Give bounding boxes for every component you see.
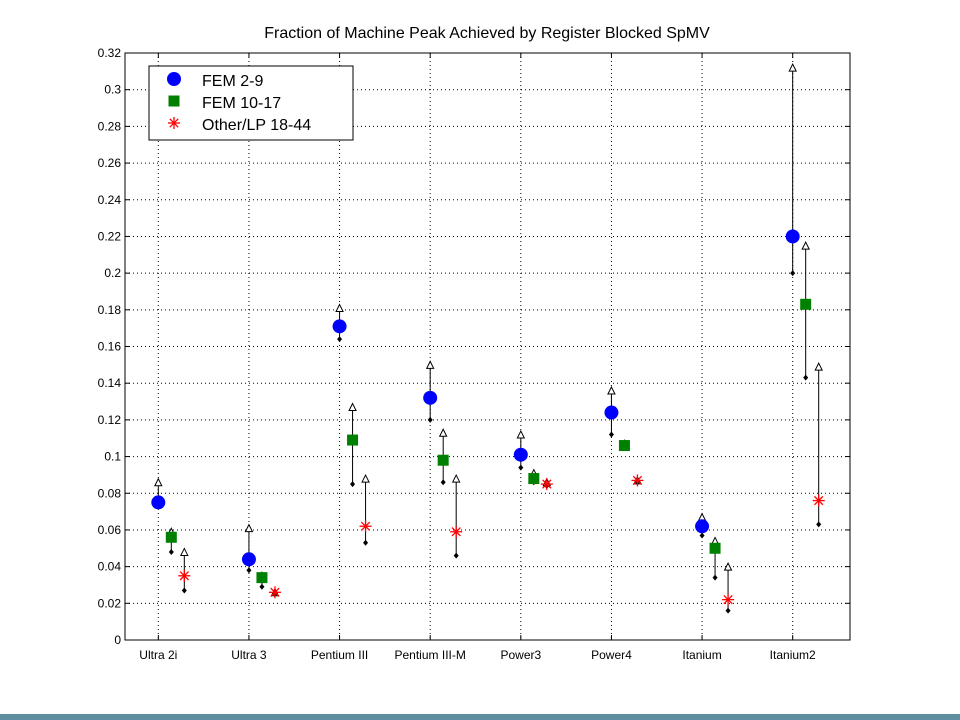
range-low-marker bbox=[246, 567, 252, 574]
y-tick-label: 0.26 bbox=[98, 156, 122, 170]
data-point-other-lp-18-44-itanium bbox=[722, 593, 735, 606]
legend-label-fem-2-9: FEM 2-9 bbox=[202, 73, 263, 90]
data-point-fem-10-17-ultra-2i bbox=[165, 531, 177, 543]
x-tick-label-power4: Power4 bbox=[591, 648, 632, 662]
range-low-marker bbox=[699, 532, 705, 539]
range-high-marker bbox=[244, 523, 254, 533]
legend-label-other-lp: Other/LP 18-44 bbox=[202, 117, 311, 134]
y-tick-label: 0.16 bbox=[98, 340, 122, 354]
legend-marker-fem-10-17 bbox=[168, 95, 180, 107]
range-low-marker bbox=[790, 270, 796, 277]
series-fem-2-9 bbox=[151, 63, 800, 574]
x-tick-label-ultra-3: Ultra 3 bbox=[231, 648, 267, 662]
range-low-marker bbox=[363, 539, 369, 546]
y-tick-label: 0.28 bbox=[98, 119, 122, 133]
range-low-marker bbox=[803, 374, 809, 381]
data-point-fem-10-17-pentium-iii-m bbox=[437, 454, 449, 466]
x-tick-label-pentium-iii-m: Pentium III-M bbox=[395, 648, 466, 662]
x-tick-label-ultra-2i: Ultra 2i bbox=[139, 648, 177, 662]
range-low-marker bbox=[816, 521, 822, 528]
data-point-other-lp-18-44-itanium2 bbox=[812, 494, 825, 507]
legend-label-fem-10-17: FEM 10-17 bbox=[202, 95, 281, 112]
series-other-lp-18-44 bbox=[178, 362, 825, 614]
range-high-marker bbox=[361, 473, 370, 483]
data-point-fem-10-17-power3 bbox=[528, 473, 540, 485]
data-point-fem-10-17-itanium2 bbox=[800, 298, 812, 310]
range-high-marker bbox=[425, 360, 435, 369]
range-high-marker bbox=[607, 385, 616, 395]
data-point-fem-10-17-itanium bbox=[709, 542, 721, 554]
range-low-marker bbox=[725, 607, 731, 614]
range-low-marker bbox=[168, 548, 174, 555]
range-low-marker bbox=[427, 416, 433, 423]
range-low-marker bbox=[608, 431, 614, 438]
range-low-marker bbox=[712, 574, 718, 581]
range-high-marker bbox=[348, 402, 357, 412]
data-point-fem-10-17-pentium-iii bbox=[347, 434, 359, 446]
data-point-fem-2-9-power3 bbox=[513, 447, 528, 462]
data-point-other-lp-18-44-power3 bbox=[540, 478, 553, 491]
range-high-marker bbox=[723, 562, 733, 571]
y-tick-label: 0.2 bbox=[104, 266, 121, 280]
data-point-fem-2-9-ultra-3 bbox=[241, 552, 256, 567]
y-tick-label: 0.04 bbox=[98, 560, 122, 574]
data-point-other-lp-18-44-ultra-3 bbox=[268, 586, 281, 599]
range-low-marker bbox=[259, 583, 265, 590]
x-tick-label-pentium-iii: Pentium III bbox=[311, 648, 368, 662]
range-low-marker bbox=[440, 479, 446, 486]
y-tick-label: 0.02 bbox=[98, 596, 122, 610]
data-point-fem-2-9-pentium-iii bbox=[332, 319, 347, 334]
series-fem-10-17 bbox=[165, 240, 812, 590]
range-low-marker bbox=[350, 481, 356, 488]
legend-marker-other-lp-18-44 bbox=[168, 117, 180, 129]
range-low-marker bbox=[181, 587, 187, 594]
range-high-marker bbox=[438, 428, 448, 437]
y-tick-label: 0.12 bbox=[98, 413, 122, 427]
range-low-marker bbox=[453, 552, 459, 559]
x-tick-label-itanium: Itanium bbox=[682, 648, 721, 662]
data-point-other-lp-18-44-pentium-iii-m bbox=[450, 525, 463, 538]
range-high-marker bbox=[335, 303, 344, 312]
data-point-fem-2-9-pentium-iii-m bbox=[423, 390, 438, 405]
data-point-other-lp-18-44-pentium-iii bbox=[359, 520, 372, 533]
data-point-other-lp-18-44-power4 bbox=[631, 474, 644, 487]
y-tick-label: 0.22 bbox=[98, 229, 122, 243]
data-point-fem-10-17-ultra-3 bbox=[256, 572, 268, 584]
data-layer bbox=[151, 63, 825, 614]
data-point-other-lp-18-44-ultra-2i bbox=[178, 569, 191, 582]
axis-ticks: 0 0.02 0.04 0.06 0.08 0.1 0.12 0.14 0.16 0.18 0.2 0… bbox=[98, 46, 850, 662]
bottom-border bbox=[0, 714, 960, 720]
x-tick-label-power3: Power3 bbox=[500, 648, 541, 662]
y-tick-label: 0.24 bbox=[98, 193, 122, 207]
range-high-marker bbox=[180, 547, 189, 556]
legend-box bbox=[148, 65, 354, 141]
range-low-marker bbox=[518, 464, 524, 471]
y-tick-label: 0.14 bbox=[98, 376, 122, 390]
legend-marker-fem-2-9 bbox=[167, 72, 181, 86]
range-high-marker bbox=[154, 477, 163, 487]
range-high-marker bbox=[788, 63, 797, 72]
range-high-marker bbox=[801, 240, 810, 250]
y-tick-label: 0.32 bbox=[98, 46, 122, 60]
data-point-fem-2-9-itanium bbox=[695, 519, 710, 534]
y-tick-label: 0.06 bbox=[98, 523, 122, 537]
data-point-fem-10-17-power4 bbox=[618, 440, 630, 452]
x-tick-label-itanium2: Itanium2 bbox=[770, 648, 816, 662]
y-tick-label: 0.18 bbox=[98, 303, 122, 317]
y-tick-label: 0.3 bbox=[104, 83, 121, 97]
range-high-marker bbox=[516, 429, 526, 439]
y-tick-label: 0.1 bbox=[104, 450, 121, 464]
chart-title: Fraction of Machine Peak Achieved by Reg… bbox=[264, 25, 710, 42]
y-tick-label: 0 bbox=[114, 633, 121, 647]
legend: FEM 2-9 FEM 10-17 Other/LP 18-44 bbox=[148, 65, 354, 141]
data-point-fem-2-9-ultra-2i bbox=[151, 495, 166, 510]
data-point-fem-2-9-itanium2 bbox=[785, 229, 800, 244]
y-tick-label: 0.08 bbox=[98, 486, 122, 500]
range-low-marker bbox=[337, 336, 343, 343]
data-point-fem-2-9-power4 bbox=[604, 405, 619, 420]
range-high-marker bbox=[814, 362, 823, 371]
range-high-marker bbox=[451, 473, 461, 483]
